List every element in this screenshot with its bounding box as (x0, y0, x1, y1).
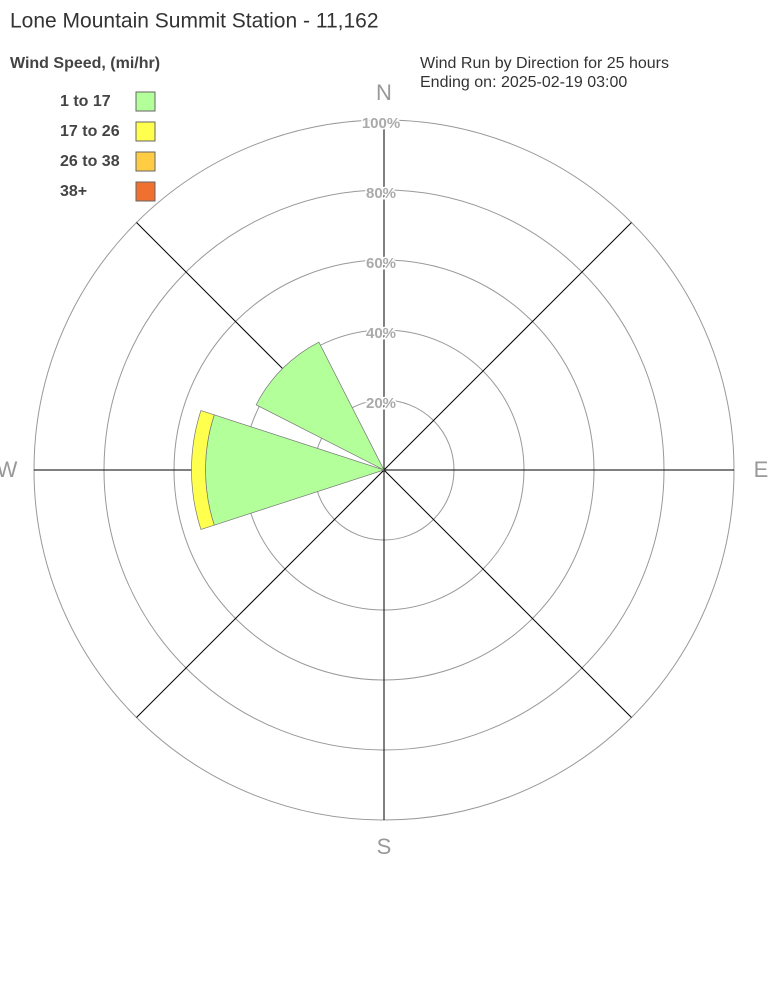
wedge (255, 341, 385, 471)
legend-swatch (135, 151, 156, 172)
r-tick-label: 60% (366, 255, 396, 272)
spoke (136, 469, 385, 718)
legend-title: Wind Speed, (mi/hr) (10, 55, 160, 72)
r-tick-label: 20% (366, 395, 396, 412)
subtitle: Wind Run by Direction for 25 hours (420, 55, 669, 72)
wedge (191, 410, 215, 530)
compass-label: E (754, 457, 768, 482)
compass-label: S (377, 834, 392, 859)
legend-label: 26 to 38 (60, 153, 120, 170)
legend-swatch (135, 181, 156, 202)
compass-label: N (376, 80, 392, 105)
legend-swatch (135, 121, 156, 142)
spoke (383, 222, 632, 471)
r-tick-label: 80% (366, 185, 396, 202)
chart-title: Lone Mountain Summit Station - 11,162 (10, 10, 379, 33)
legend-label: 17 to 26 (60, 123, 120, 140)
legend-label: 1 to 17 (60, 93, 111, 110)
r-tick-label: 100% (362, 115, 400, 132)
legend-label: 38+ (60, 183, 87, 200)
r-tick-label: 40% (366, 325, 396, 342)
subtitle: Ending on: 2025-02-19 03:00 (420, 74, 627, 91)
legend-swatch (135, 91, 156, 112)
spoke (383, 469, 632, 718)
compass-label: W (0, 457, 18, 482)
